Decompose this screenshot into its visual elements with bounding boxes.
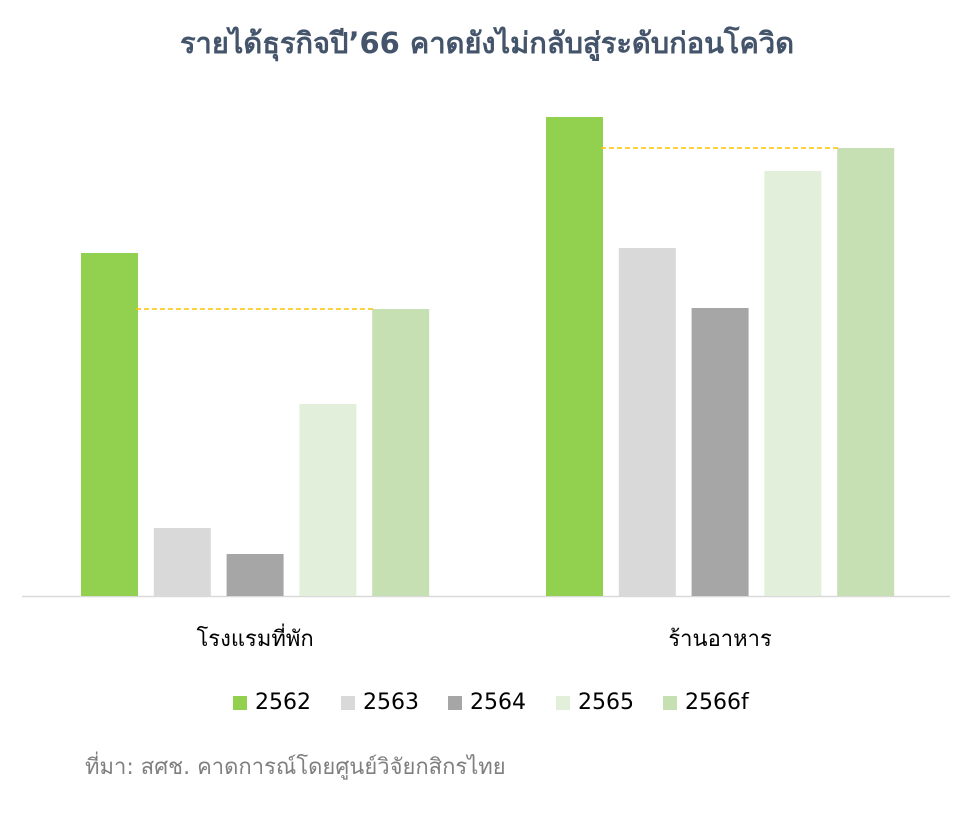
legend-label: 2564	[470, 690, 526, 715]
bar	[764, 171, 822, 596]
x-tick-label: ร้านอาหาร	[668, 627, 772, 652]
legend-swatch	[448, 696, 462, 710]
source-note: ที่มา: สศช. คาดการณ์โดยศูนย์วิจัยกสิกรไท…	[85, 751, 506, 780]
bar	[299, 404, 357, 596]
legend-swatch	[233, 696, 247, 710]
legend-label: 2562	[255, 690, 311, 715]
bar	[618, 248, 676, 596]
chart-title: รายได้ธุรกิจปี’66 คาดยังไม่กลับสู่ระดับก…	[180, 25, 794, 61]
bar	[226, 554, 284, 596]
legend-swatch	[556, 696, 570, 710]
bar	[153, 528, 211, 596]
legend-swatch	[663, 696, 677, 710]
x-tick-label: โรงแรมที่พัก	[196, 623, 313, 652]
bar	[691, 308, 749, 596]
legend-label: 2565	[578, 690, 634, 715]
legend-swatch	[341, 696, 355, 710]
legend-label: 2566f	[685, 690, 750, 715]
bar	[837, 148, 895, 596]
bar	[546, 117, 603, 596]
bar	[81, 253, 138, 596]
legend-label: 2563	[363, 690, 419, 715]
bar	[372, 309, 430, 596]
